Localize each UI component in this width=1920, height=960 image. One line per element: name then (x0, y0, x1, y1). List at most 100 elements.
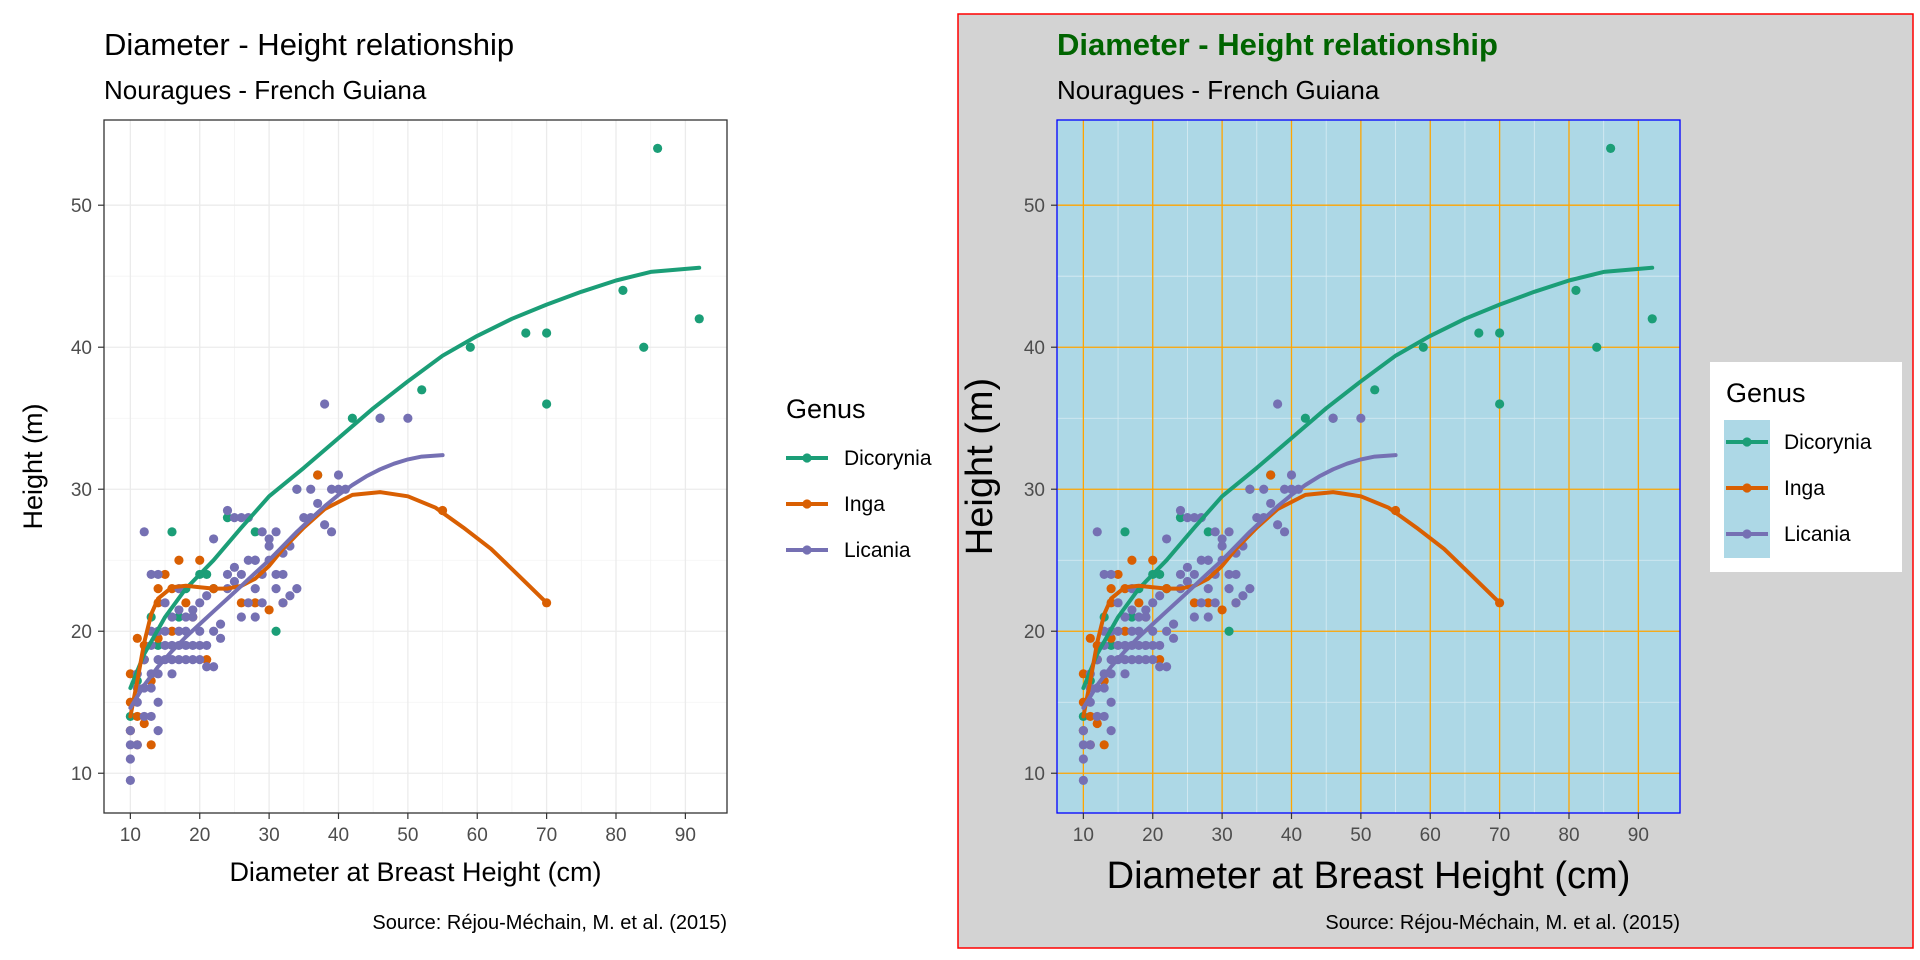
data-point-licania (215, 633, 226, 643)
data-point-dicorynia (222, 513, 233, 523)
data-point-licania (1273, 520, 1283, 530)
data-point-dicorynia (174, 612, 184, 622)
data-point-inga (1099, 740, 1109, 750)
data-point-licania (1224, 569, 1234, 580)
data-point-licania (243, 598, 253, 608)
data-point-licania (125, 775, 135, 785)
data-point-licania (1127, 655, 1137, 665)
data-point-licania (403, 413, 413, 423)
data-point-dicorynia (694, 314, 704, 324)
data-point-dicorynia (167, 527, 177, 537)
data-point-inga (313, 470, 323, 480)
data-point-licania (1092, 527, 1102, 537)
data-point-licania (1210, 598, 1220, 608)
data-point-inga (236, 598, 246, 608)
data-point-licania (1210, 527, 1220, 537)
data-point-inga (139, 718, 149, 729)
data-point-licania (1162, 534, 1172, 544)
data-point-dicorynia (250, 527, 260, 537)
data-point-licania (209, 626, 219, 636)
data-point-licania (1203, 584, 1213, 594)
data-point-licania (1203, 612, 1213, 622)
legend-key-point (802, 499, 812, 509)
data-point-licania (320, 399, 330, 409)
data-point-licania (1134, 612, 1144, 622)
data-point-inga (1106, 584, 1116, 594)
data-point-inga (1127, 555, 1137, 565)
data-point-licania (160, 598, 170, 608)
data-point-licania (1231, 569, 1241, 580)
data-point-licania (229, 562, 240, 572)
data-point-licania (1113, 626, 1123, 636)
data-point-licania (1217, 534, 1227, 544)
panel-background (104, 120, 727, 813)
data-point-licania (1155, 591, 1165, 601)
data-point-dicorynia (1495, 399, 1505, 409)
data-point-licania (1224, 584, 1234, 594)
data-point-dicorynia (639, 342, 649, 352)
data-point-licania (1245, 584, 1255, 594)
data-point-licania (188, 612, 198, 622)
data-point-inga (1155, 655, 1165, 665)
data-point-licania (146, 683, 156, 693)
data-point-licania (278, 569, 288, 580)
data-point-inga (132, 633, 142, 643)
data-point-licania (1134, 640, 1144, 651)
data-point-licania (222, 569, 233, 580)
data-point-licania (188, 605, 198, 615)
data-point-licania (195, 598, 205, 608)
data-point-licania (333, 470, 344, 480)
data-point-licania (1189, 513, 1199, 523)
data-point-licania (306, 484, 316, 494)
data-point-licania (167, 655, 177, 665)
data-point-licania (264, 541, 274, 551)
x-axis-label: Diameter at Breast Height (cm) (229, 857, 601, 887)
data-point-licania (1148, 655, 1158, 665)
data-point-licania (1189, 612, 1199, 622)
data-point-dicorynia (347, 413, 357, 423)
data-point-licania (153, 697, 163, 707)
x-tick-label: 80 (1558, 825, 1579, 846)
data-point-dicorynia (1300, 413, 1310, 423)
data-point-licania (1127, 626, 1137, 636)
data-point-licania (153, 569, 163, 580)
data-point-inga (125, 669, 135, 679)
data-point-licania (1203, 555, 1213, 565)
data-point-licania (1182, 562, 1193, 572)
x-tick-label: 90 (675, 825, 696, 846)
data-point-licania (1175, 569, 1186, 580)
x-tick-label: 70 (1489, 825, 1510, 846)
data-point-licania (1168, 633, 1179, 643)
data-point-dicorynia (521, 328, 531, 338)
data-point-licania (320, 520, 330, 530)
y-axis-label: Height (m) (18, 403, 48, 529)
data-point-licania (1134, 655, 1144, 665)
data-point-licania (1106, 569, 1116, 580)
data-point-licania (1155, 662, 1165, 672)
data-point-licania (1224, 527, 1234, 537)
data-point-licania (257, 598, 267, 608)
data-point-licania (375, 413, 385, 423)
data-point-licania (1189, 569, 1199, 580)
data-point-dicorynia (618, 285, 628, 296)
data-point-licania (1085, 740, 1095, 750)
smooth-line-licania (128, 453, 445, 710)
data-point-licania (181, 612, 191, 622)
x-tick-label: 60 (1420, 825, 1441, 846)
x-tick-label: 60 (467, 825, 488, 846)
smooth-line-dicorynia (128, 265, 702, 690)
legend-key-point (1742, 437, 1752, 447)
data-point-dicorynia (1647, 314, 1657, 324)
data-point-licania (1106, 697, 1116, 707)
data-point-licania (1155, 640, 1165, 651)
data-point-licania (299, 513, 309, 523)
x-tick-label: 40 (1281, 825, 1302, 846)
data-point-licania (243, 555, 253, 565)
data-point-licania (188, 655, 198, 665)
data-point-inga (202, 655, 212, 665)
data-point-licania (1141, 612, 1151, 622)
data-point-licania (1078, 726, 1088, 736)
data-point-licania (1259, 484, 1269, 494)
data-point-licania (146, 569, 156, 580)
chart-subtitle: Nouragues - French Guiana (1057, 75, 1380, 105)
